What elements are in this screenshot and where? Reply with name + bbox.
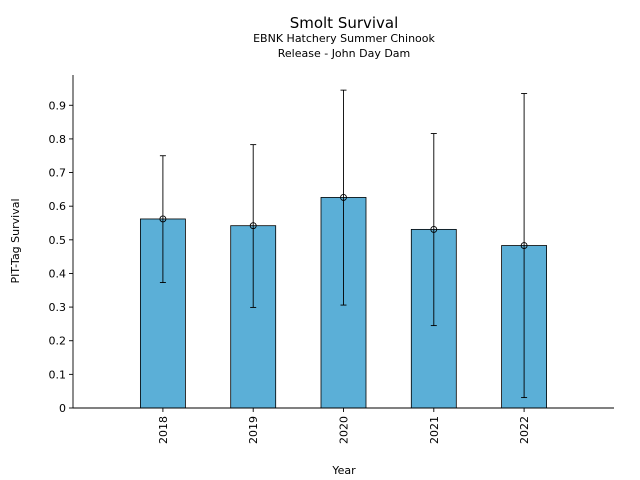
point-marker-2018	[159, 215, 167, 223]
y-tick-label-0.2: 0.2	[49, 335, 67, 348]
y-tick-label-0.8: 0.8	[49, 133, 67, 146]
point-marker-2021	[430, 225, 438, 233]
y-tick-label-0.3: 0.3	[49, 301, 67, 314]
x-tick-label-2020: 2020	[338, 416, 351, 444]
y-tick-label-0.5: 0.5	[49, 234, 67, 247]
point-marker-2019	[249, 222, 257, 230]
y-tick-label-0.6: 0.6	[49, 200, 67, 213]
x-tick-label-2021: 2021	[428, 416, 441, 444]
point-marker-2020	[340, 193, 347, 201]
point-marker-2022	[520, 242, 528, 249]
y-tick-label-0.4: 0.4	[49, 267, 67, 280]
plot-area: 0 0.1 0.2 0.3 0.4 0.5 0.6 0.7 0.8 0.9 2018 2019 2020…	[49, 75, 614, 444]
y-tick-label-0.1: 0.1	[49, 368, 67, 381]
x-tick-label-2022: 2022	[518, 416, 531, 444]
chart-subtitle-line-2: Release - John Day Dam	[278, 47, 411, 60]
x-tick-label-2018: 2018	[157, 416, 170, 444]
x-axis-label: Year	[331, 464, 356, 477]
x-tick-label-2019: 2019	[247, 416, 260, 444]
y-tick-label-0: 0	[59, 402, 66, 415]
y-tick-label-0.9: 0.9	[49, 99, 67, 112]
chart-title: Smolt Survival	[290, 14, 399, 32]
chart-subtitle-line-1: EBNK Hatchery Summer Chinook	[253, 32, 435, 45]
y-axis-label: PIT-Tag Survival	[9, 198, 22, 283]
y-tick-label-0.7: 0.7	[49, 167, 67, 180]
